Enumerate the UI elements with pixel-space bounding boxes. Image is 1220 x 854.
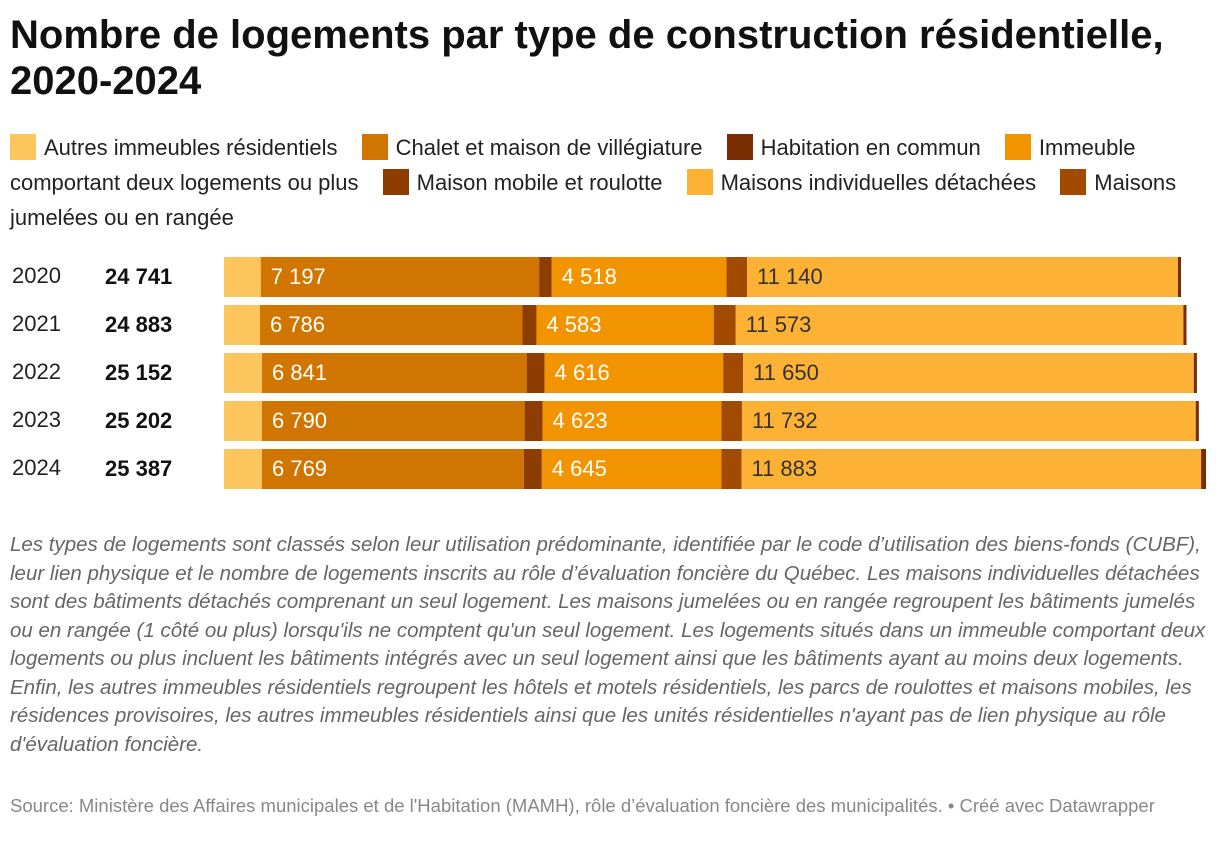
- value-label: 4 623: [553, 408, 608, 433]
- bar-segment: [713, 305, 736, 345]
- bar-segment: [526, 353, 545, 393]
- bar-segment: [262, 353, 527, 393]
- legend-item: Habitation en commun: [726, 134, 981, 160]
- legend-item: Maison mobile et roulotte: [382, 169, 663, 195]
- total-label: 24 883: [105, 312, 172, 337]
- legend-item: Maisons individuelles détachées: [686, 169, 1037, 195]
- total-label: 25 387: [105, 456, 172, 481]
- bar-segment: [522, 305, 537, 345]
- value-label: 11 732: [752, 408, 818, 433]
- bar-segment: [735, 305, 1184, 345]
- value-label: 7 197: [271, 264, 326, 289]
- bar-segment: [224, 353, 263, 393]
- total-label: 25 202: [105, 408, 172, 433]
- category-label: 2021: [12, 311, 61, 336]
- bar-segment: [741, 401, 1196, 441]
- bar-segment: [539, 257, 552, 297]
- legend-item: Chalet et maison de villégiature: [361, 134, 703, 160]
- source: Source: Ministère des Affaires municipal…: [10, 795, 1155, 816]
- bar-segment: [721, 401, 742, 441]
- value-label: 11 883: [751, 456, 817, 481]
- bar-segment: [261, 401, 525, 441]
- value-label: 4 645: [552, 456, 607, 481]
- legend-swatch: [726, 134, 753, 160]
- bar-segment: [1201, 449, 1206, 489]
- bar-segment: [741, 449, 1202, 489]
- bar-segment: [1195, 401, 1199, 441]
- bar-segment: [541, 449, 722, 489]
- legend-swatch: [10, 134, 36, 160]
- total-label: 25 152: [105, 360, 172, 385]
- legend-label: Maisons individuelles détachées: [720, 170, 1037, 195]
- legend-item: Immeuble comportant deux logements ou pl…: [10, 134, 1136, 195]
- bar-segment: [524, 401, 543, 441]
- category-label: 2023: [12, 407, 61, 432]
- bar-segment: [743, 353, 1194, 393]
- value-label: 4 616: [555, 360, 610, 385]
- chart-title: Nombre de logements par type de construc…: [10, 13, 1164, 103]
- bar-segment: [260, 257, 540, 297]
- total-label: 24 741: [105, 264, 172, 289]
- category-label: 2020: [12, 263, 61, 288]
- legend-swatch: [1060, 169, 1087, 195]
- legend-label: Maison mobile et roulotte: [416, 170, 663, 195]
- bar-segment: [536, 305, 714, 345]
- legend-swatch: [686, 169, 713, 195]
- value-label: 11 650: [753, 360, 819, 385]
- bar-segment: [1183, 305, 1187, 345]
- category-label: 2024: [12, 455, 61, 480]
- bar-segment: [261, 449, 524, 489]
- chart: 2020 24 741 7 197 4 518 11 140 2021 24 883 6 78…: [12, 257, 1206, 489]
- legend-swatch: [1004, 134, 1031, 160]
- legend: Autres immeubles résidentiels Chalet et …: [10, 130, 1210, 235]
- legend-label: Chalet et maison de villégiature: [395, 135, 703, 160]
- bar-segment: [224, 305, 260, 345]
- bar-segment: [723, 353, 744, 393]
- bar-segment: [1177, 257, 1182, 297]
- bar-segment: [224, 449, 262, 489]
- legend-item: Maisons jumelées ou en rangée: [10, 169, 1177, 230]
- value-label: 6 841: [272, 360, 327, 385]
- value-label: 4 518: [562, 264, 617, 289]
- bar-segment: [224, 401, 262, 441]
- bar-segment: [523, 449, 542, 489]
- notes: Les types de logements sont classés selo…: [10, 533, 1206, 756]
- value-label: 11 573: [746, 312, 812, 337]
- value-label: 6 786: [270, 312, 325, 337]
- bar-segment: [224, 257, 261, 297]
- legend-swatch: [382, 169, 409, 195]
- value-label: 4 583: [546, 312, 601, 337]
- legend-label: Maisons jumelées ou en rangée: [10, 170, 1177, 230]
- legend-label: Autres immeubles résidentiels: [44, 135, 338, 160]
- legend-label: Habitation en commun: [760, 135, 981, 160]
- bar-segment: [542, 401, 722, 441]
- bar-segment: [726, 257, 748, 297]
- bar-segment: [551, 257, 727, 297]
- bar-segment: [747, 257, 1178, 297]
- legend-label: Immeuble comportant deux logements ou pl…: [10, 135, 1136, 195]
- bar-segment: [1193, 353, 1197, 393]
- value-label: 6 769: [272, 456, 327, 481]
- value-label: 6 790: [272, 408, 327, 433]
- legend-item: Autres immeubles résidentiels: [10, 134, 338, 160]
- value-label: 11 140: [757, 264, 823, 289]
- bar-segment: [721, 449, 742, 489]
- category-label: 2022: [12, 359, 61, 384]
- legend-swatch: [361, 134, 388, 160]
- bar-segment: [259, 305, 523, 345]
- bar-segment: [544, 353, 724, 393]
